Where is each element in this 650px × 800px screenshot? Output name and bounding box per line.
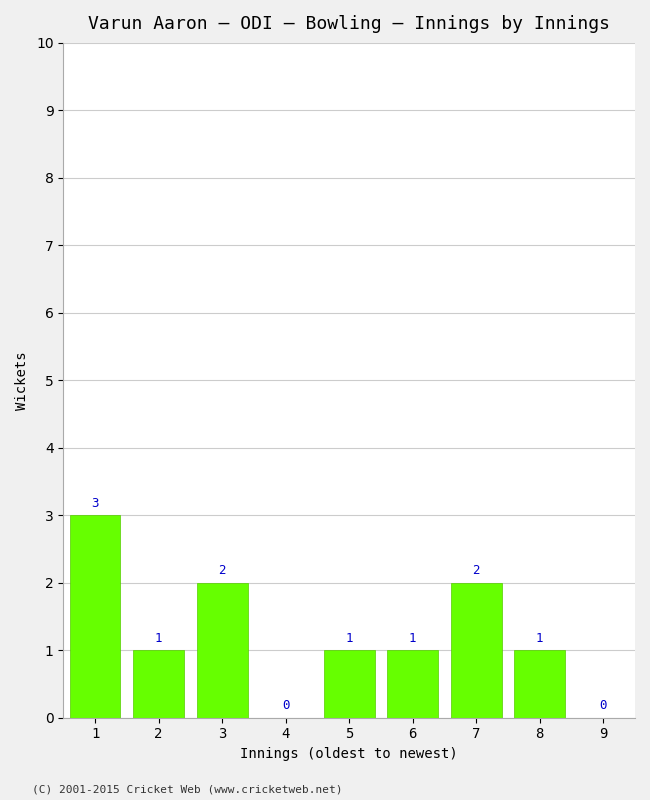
Text: 0: 0 xyxy=(599,699,607,712)
Bar xyxy=(451,582,502,718)
Bar xyxy=(70,515,120,718)
Text: 1: 1 xyxy=(345,632,353,645)
Text: 0: 0 xyxy=(282,699,289,712)
Y-axis label: Wickets: Wickets xyxy=(15,351,29,410)
Bar xyxy=(197,582,248,718)
Text: (C) 2001-2015 Cricket Web (www.cricketweb.net): (C) 2001-2015 Cricket Web (www.cricketwe… xyxy=(32,784,343,794)
Bar xyxy=(324,650,374,718)
Text: 2: 2 xyxy=(473,564,480,578)
X-axis label: Innings (oldest to newest): Innings (oldest to newest) xyxy=(240,747,458,761)
Text: 3: 3 xyxy=(91,497,99,510)
Text: 1: 1 xyxy=(536,632,543,645)
Text: 1: 1 xyxy=(409,632,417,645)
Bar xyxy=(514,650,565,718)
Text: 1: 1 xyxy=(155,632,162,645)
Title: Varun Aaron – ODI – Bowling – Innings by Innings: Varun Aaron – ODI – Bowling – Innings by… xyxy=(88,15,610,33)
Text: 2: 2 xyxy=(218,564,226,578)
Bar xyxy=(387,650,438,718)
Bar xyxy=(133,650,184,718)
